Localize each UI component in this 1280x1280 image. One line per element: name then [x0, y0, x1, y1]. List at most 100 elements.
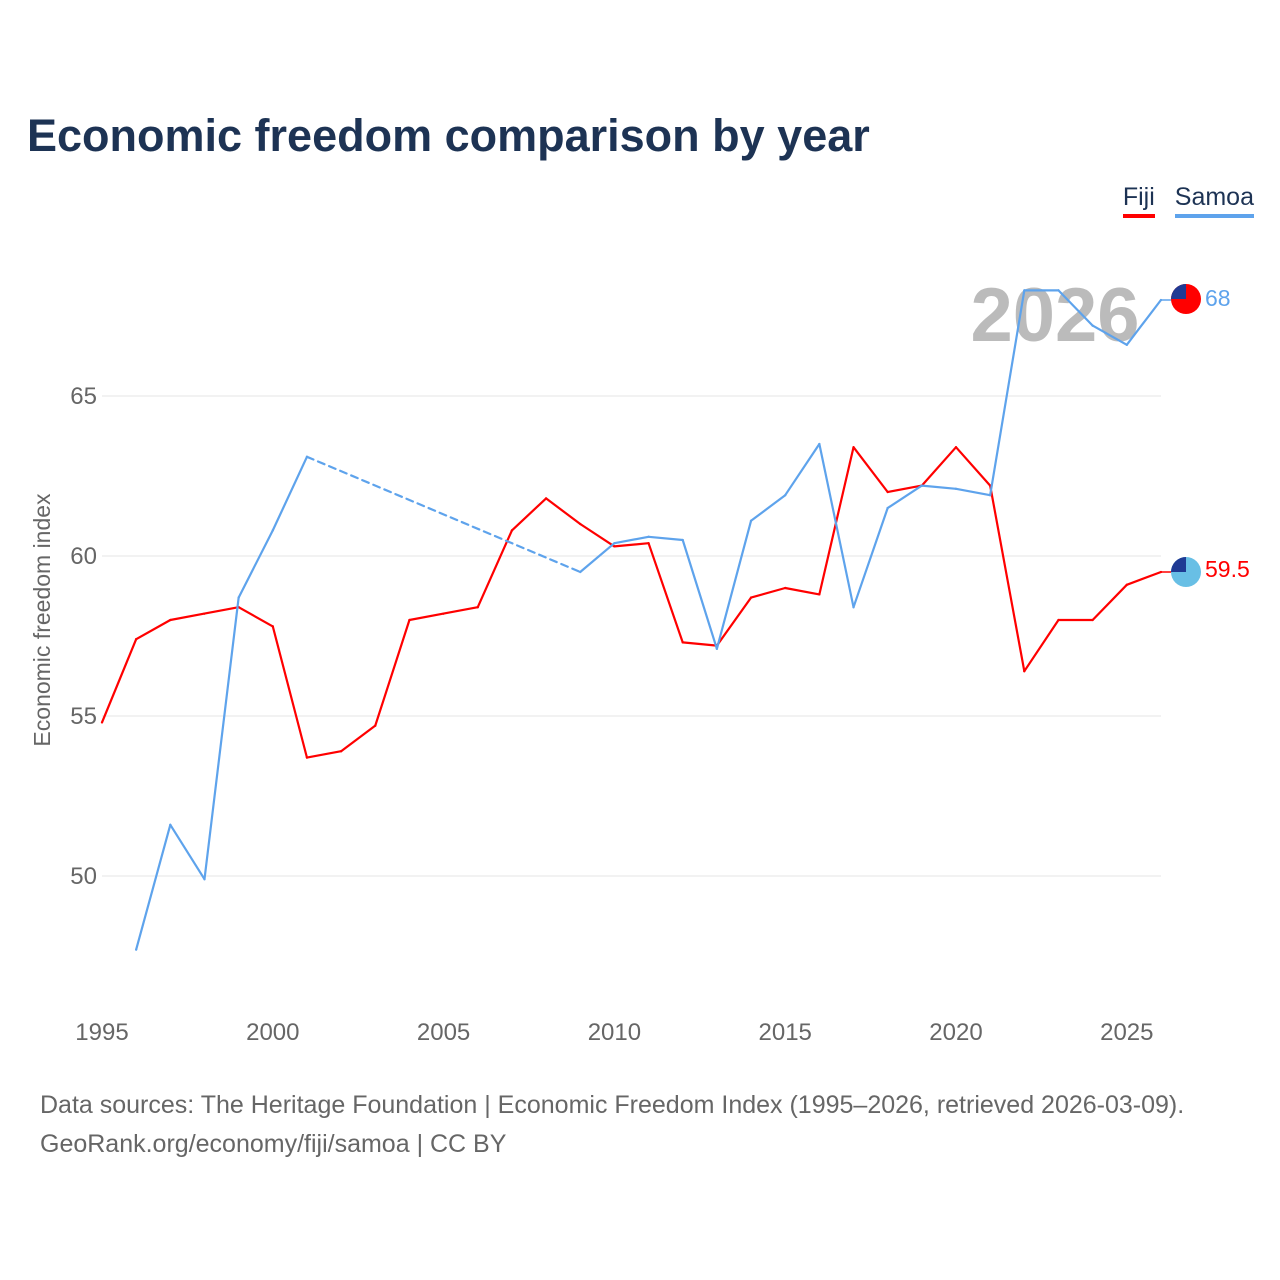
data-point[interactable] [1091, 324, 1094, 327]
data-point[interactable] [852, 606, 855, 609]
line-segment [749, 586, 787, 599]
line-segment [784, 586, 821, 596]
line-segment [1091, 583, 1128, 622]
data-point[interactable] [647, 535, 650, 538]
data-point[interactable] [613, 545, 616, 548]
data-point[interactable] [954, 446, 958, 449]
line-segment [852, 446, 889, 494]
year-watermark: 2026 [970, 273, 1139, 358]
data-point[interactable] [1091, 618, 1094, 622]
x-tick-label: 2020 [929, 1019, 982, 1046]
data-point[interactable] [135, 638, 138, 641]
data-point[interactable] [784, 586, 787, 590]
line-segment [340, 724, 377, 753]
data-point[interactable] [818, 593, 821, 596]
data-point[interactable] [305, 455, 309, 458]
line-segment [886, 484, 923, 494]
line-segment [135, 823, 172, 951]
data-point[interactable] [818, 442, 821, 446]
line-segment [271, 625, 309, 759]
line-segment [1125, 298, 1163, 346]
data-point[interactable] [271, 529, 274, 532]
data-point[interactable] [613, 542, 616, 545]
data-point[interactable] [1125, 343, 1128, 346]
line-segment [271, 455, 309, 532]
data-point[interactable] [784, 494, 787, 497]
data-point[interactable] [1057, 289, 1060, 292]
data-point[interactable] [852, 446, 855, 449]
line-segment [1023, 618, 1060, 673]
line-segment [989, 289, 1026, 497]
series-samoa [135, 289, 1172, 951]
data-point[interactable] [271, 625, 274, 628]
data-point[interactable] [442, 612, 445, 615]
line-segment [920, 484, 958, 490]
line-segment [476, 529, 514, 609]
y-tick-label: 60 [70, 543, 97, 570]
line-segment [920, 446, 958, 487]
data-point[interactable] [169, 823, 172, 826]
data-point[interactable] [340, 750, 343, 753]
data-point[interactable] [1057, 618, 1060, 622]
samoa-flag-icon [1171, 284, 1201, 314]
line-segment [579, 522, 616, 548]
line-segment [305, 455, 582, 574]
data-point[interactable] [408, 618, 411, 622]
data-point[interactable] [1023, 670, 1026, 673]
legend-samoa[interactable]: Samoa [1174, 183, 1254, 218]
data-point[interactable] [1125, 583, 1128, 586]
line-segment [613, 542, 650, 548]
data-point[interactable] [305, 756, 309, 759]
footer-credit[interactable]: GeoRank.org/economy/fiji/samoa | CC BY [40, 1130, 507, 1158]
data-point[interactable] [169, 618, 172, 622]
data-point[interactable] [476, 606, 479, 609]
data-point[interactable] [510, 529, 514, 532]
line-segment [1125, 570, 1163, 586]
data-point[interactable] [989, 494, 992, 497]
data-point[interactable] [886, 490, 889, 494]
data-point[interactable] [544, 497, 548, 500]
data-point[interactable] [579, 570, 582, 574]
x-tick-label: 2025 [1100, 1019, 1153, 1046]
data-point[interactable] [203, 612, 206, 615]
data-point[interactable] [920, 484, 923, 487]
line-segment [1057, 289, 1094, 327]
line-segment [647, 542, 684, 644]
line-segment [852, 506, 889, 609]
data-point[interactable] [100, 721, 104, 724]
legend-fiji[interactable]: Fiji [1122, 183, 1155, 218]
data-point[interactable] [647, 542, 650, 545]
data-point[interactable] [749, 596, 753, 599]
legend: Fiji Samoa [1122, 183, 1254, 218]
line-segment [647, 535, 684, 542]
line-segment [237, 606, 274, 628]
data-point[interactable] [681, 538, 684, 542]
line-segment [749, 494, 787, 522]
line-segment [305, 750, 343, 759]
data-point[interactable] [749, 519, 753, 522]
data-point[interactable] [203, 878, 206, 881]
data-point[interactable] [237, 596, 240, 599]
data-point[interactable] [374, 724, 377, 727]
data-point[interactable] [135, 948, 138, 951]
line-segment [681, 538, 718, 650]
data-point[interactable] [681, 641, 684, 644]
y-tick-label: 50 [70, 863, 97, 890]
data-point[interactable] [886, 506, 889, 510]
x-tick-label: 1995 [75, 1019, 128, 1046]
line-segment [954, 446, 992, 487]
fiji-flag-icon [1171, 557, 1201, 587]
line-segment [169, 823, 206, 881]
samoa-end-label: 68 [1205, 285, 1231, 311]
series-fiji [100, 446, 1172, 759]
data-point[interactable] [954, 487, 958, 490]
data-point[interactable] [579, 522, 582, 526]
line-segment [886, 484, 923, 510]
line-segment [203, 596, 240, 881]
fiji-end-label: 59.5 [1205, 556, 1250, 582]
data-point[interactable] [715, 647, 718, 650]
data-point[interactable] [1023, 289, 1026, 292]
line-segment [989, 484, 1026, 673]
